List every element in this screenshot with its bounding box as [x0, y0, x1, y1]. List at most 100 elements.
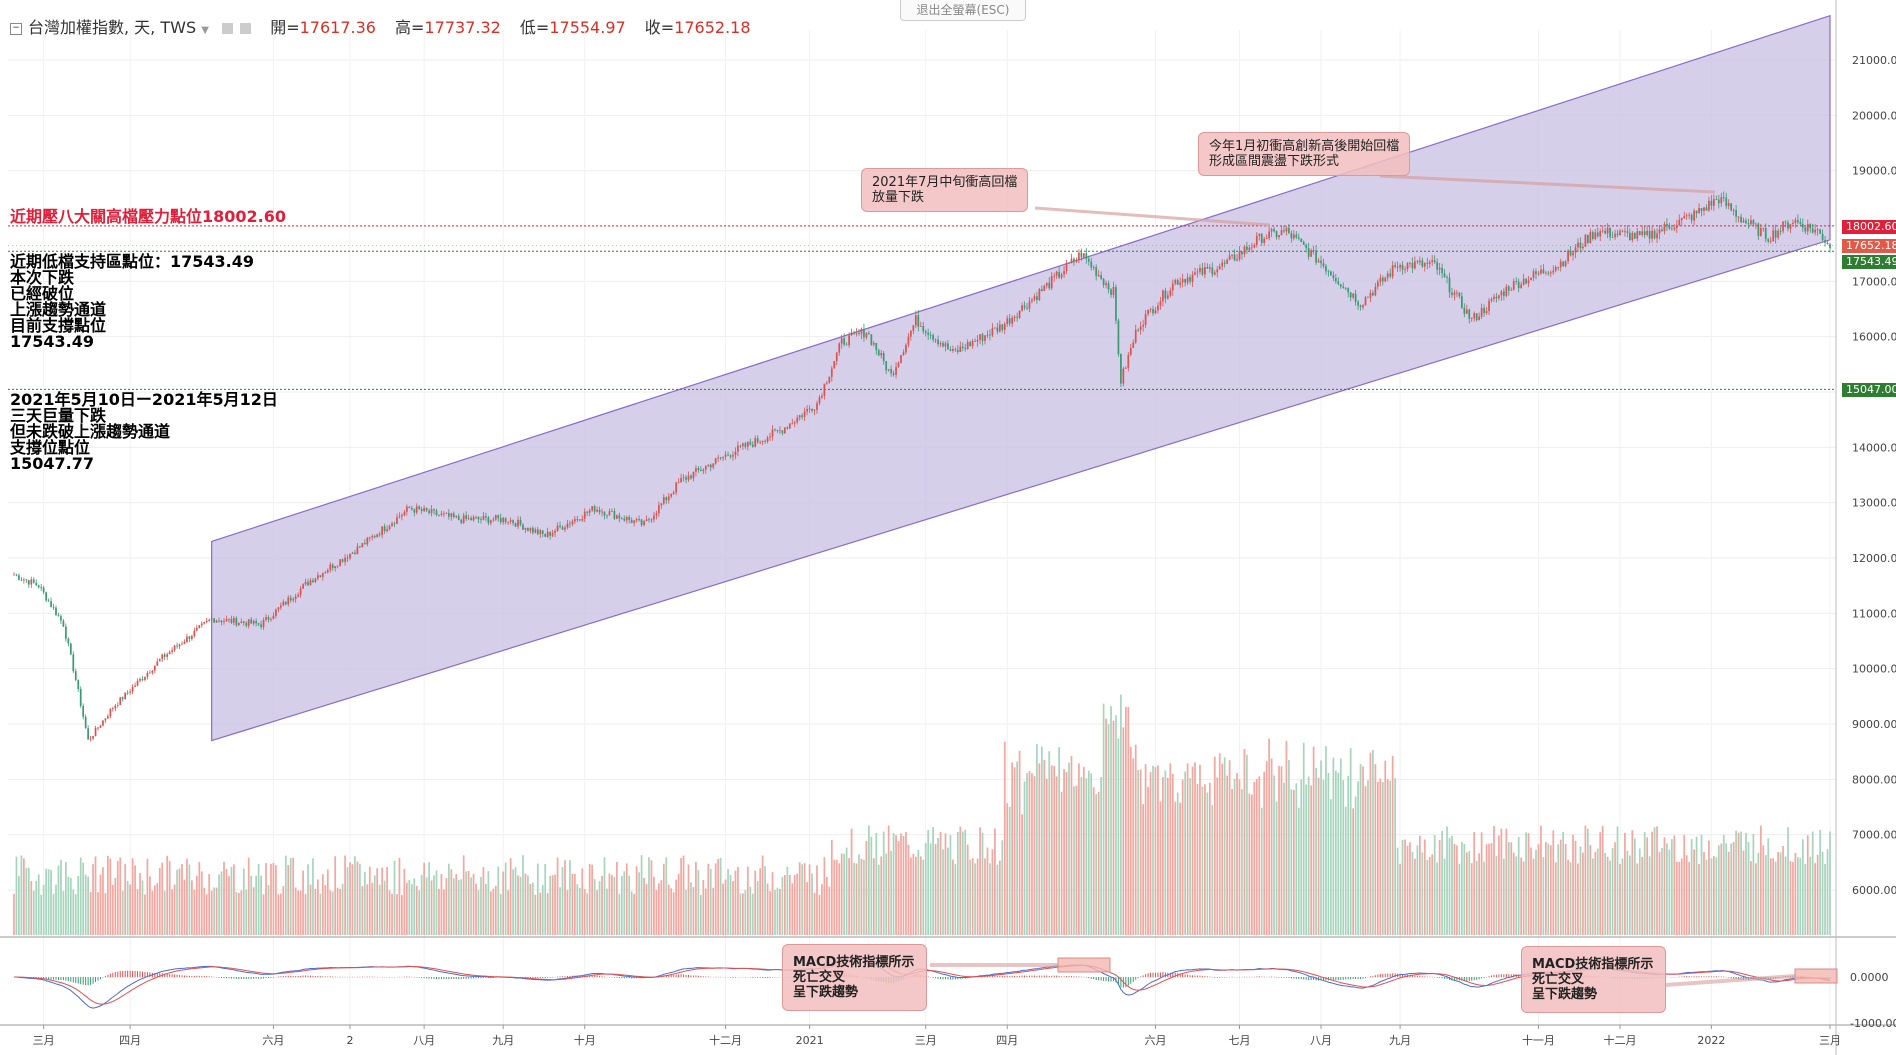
volume-bar [885, 853, 888, 935]
candle-body [1080, 252, 1083, 258]
settings-icon[interactable] [222, 23, 233, 34]
volume-bar [1470, 863, 1473, 935]
volume-bar [339, 889, 342, 935]
volume-bar [1549, 845, 1552, 935]
macd-histogram-bar [295, 975, 297, 978]
symbol-title[interactable]: 台灣加權指數, 天, TWS [28, 18, 197, 37]
volume-bar [1372, 749, 1374, 935]
candle-body [813, 409, 816, 411]
candle-body [1073, 258, 1075, 262]
volume-bar [1584, 825, 1587, 935]
macd-histogram-bar [675, 974, 677, 978]
volume-bar [905, 831, 907, 935]
volume-bar [801, 864, 804, 935]
macd-histogram-bar [1476, 977, 1478, 980]
volume-bar [821, 884, 823, 935]
volume-bar [1105, 718, 1107, 935]
candle-body [638, 519, 640, 520]
candle-body [284, 601, 287, 605]
volume-bar [1137, 770, 1140, 935]
candle-body [1399, 264, 1401, 268]
volume-bar [670, 888, 673, 935]
volume-bar [1297, 807, 1300, 935]
candle-body [615, 515, 618, 519]
candle-body [1181, 279, 1184, 283]
candle-body [966, 342, 969, 349]
volume-bar [87, 876, 89, 935]
candle-body [1246, 246, 1248, 250]
volume-bar [60, 859, 62, 935]
volume-bar [742, 893, 744, 935]
candle-body [603, 511, 606, 516]
macd-histogram-bar [688, 974, 690, 978]
candle-body [798, 415, 801, 418]
close-value: 17652.18 [674, 18, 751, 37]
candle-body [1720, 197, 1723, 204]
macd-histogram-bar [1424, 976, 1426, 978]
volume-bar [47, 869, 50, 935]
volume-bar [1090, 773, 1093, 935]
hide-icon[interactable] [240, 23, 252, 34]
candle-body [1502, 291, 1505, 296]
volume-bar [383, 880, 386, 935]
volume-bar [937, 837, 939, 935]
volume-bar [1606, 856, 1609, 935]
exit-fullscreen-button[interactable]: 退出全螢幕(ESC) [900, 0, 1026, 21]
macd-histogram-bar [1189, 975, 1191, 978]
volume-bar [551, 875, 554, 935]
candle-body [1666, 223, 1668, 227]
volume-bar [1826, 849, 1829, 935]
volume-bar [294, 887, 297, 935]
macd-histogram-bar [1409, 974, 1411, 978]
candle-body [139, 679, 141, 681]
candle-body [648, 519, 650, 521]
volume-bar [685, 889, 687, 935]
candle-body [124, 692, 127, 700]
candle-body [163, 654, 166, 657]
volume-bar [1453, 843, 1456, 935]
candle-body [314, 578, 317, 582]
candle-body [1295, 234, 1298, 238]
macd-histogram-bar [1463, 977, 1465, 982]
volume-bar [660, 880, 663, 935]
volume-bar [121, 890, 124, 935]
volume-bar [1582, 852, 1584, 935]
macd-histogram-bar [1014, 975, 1016, 978]
volume-bar [158, 867, 161, 935]
macd-histogram-bar [1046, 975, 1048, 978]
candle-body [1075, 259, 1078, 262]
volume-bar [1475, 860, 1478, 935]
volume-bar [1159, 801, 1162, 935]
candle-body [237, 622, 240, 626]
macd-histogram-bar [1075, 976, 1077, 978]
macd-histogram-bar [1112, 977, 1114, 982]
candle-body [1228, 255, 1231, 260]
candle-body [1559, 261, 1562, 268]
volume-bar [423, 862, 426, 935]
volume-bar [255, 875, 257, 935]
collapse-icon[interactable]: − [10, 22, 22, 35]
candle-body [924, 331, 927, 333]
volume-bar [1572, 834, 1574, 935]
candle-body [1678, 219, 1681, 226]
candle-body [573, 519, 576, 522]
dropdown-icon[interactable]: ▼ [201, 25, 209, 36]
volume-bar [895, 835, 897, 935]
volume-bar [1221, 763, 1224, 935]
volume-bar [1658, 852, 1661, 935]
candle-body [329, 564, 332, 571]
macd-histogram-bar [176, 974, 178, 978]
candle-body [774, 429, 776, 431]
volume-bar [1080, 777, 1083, 935]
candle-body [346, 557, 349, 559]
candle-body [788, 423, 791, 429]
candle-body [1653, 230, 1656, 239]
macd-histogram-bar [579, 975, 581, 978]
candle-body [1488, 300, 1490, 311]
macd-histogram-bar [665, 975, 667, 978]
candle-body [69, 643, 72, 655]
volume-bar [1629, 855, 1631, 935]
candle-body [1448, 277, 1451, 293]
candle-body [1530, 277, 1532, 281]
